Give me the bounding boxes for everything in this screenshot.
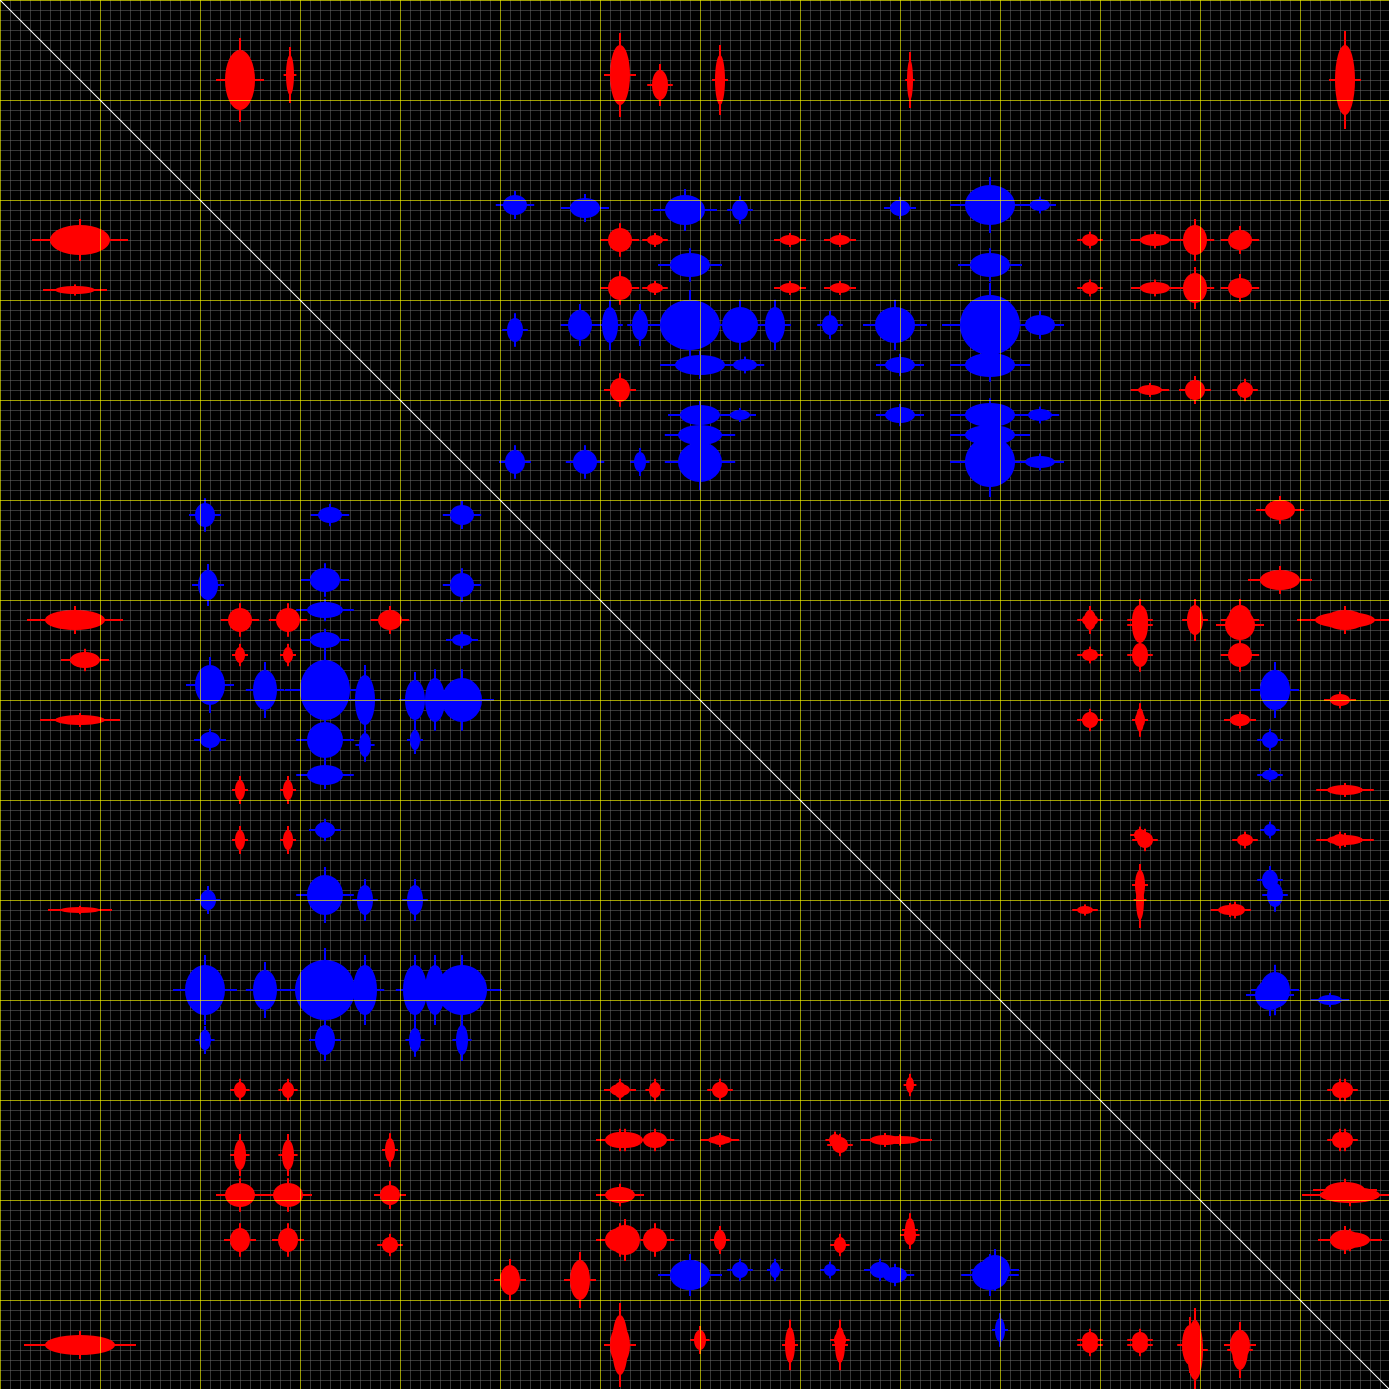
diagonal-line	[0, 0, 1389, 1389]
contact-map	[0, 0, 1389, 1389]
